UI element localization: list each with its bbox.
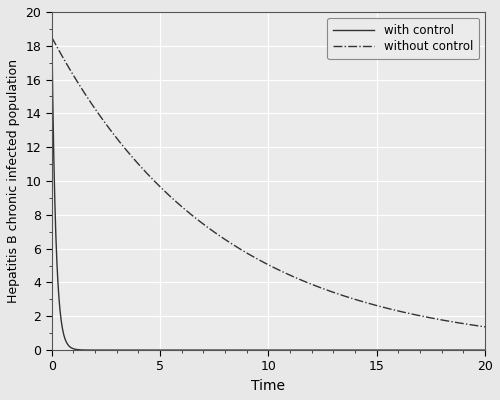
Y-axis label: Hepatitis B chronic infected population: Hepatitis B chronic infected population	[7, 59, 20, 303]
Line: without control: without control	[52, 37, 485, 327]
with control	[124, 348, 130, 352]
without control	[215, 232, 221, 237]
with control	[482, 348, 488, 352]
without control	[98, 115, 104, 120]
without control	[482, 324, 488, 329]
Line: with control: with control	[52, 29, 485, 350]
without control	[49, 35, 55, 40]
without control	[474, 323, 480, 328]
Legend: with control, without control: with control, without control	[328, 18, 479, 59]
with control	[474, 348, 480, 352]
without control	[427, 315, 433, 320]
with control	[215, 348, 221, 352]
without control	[234, 244, 239, 249]
with control	[234, 348, 239, 352]
with control	[427, 348, 433, 352]
with control	[49, 26, 55, 31]
with control	[98, 348, 104, 352]
X-axis label: Time: Time	[252, 379, 286, 393]
without control	[124, 148, 130, 153]
